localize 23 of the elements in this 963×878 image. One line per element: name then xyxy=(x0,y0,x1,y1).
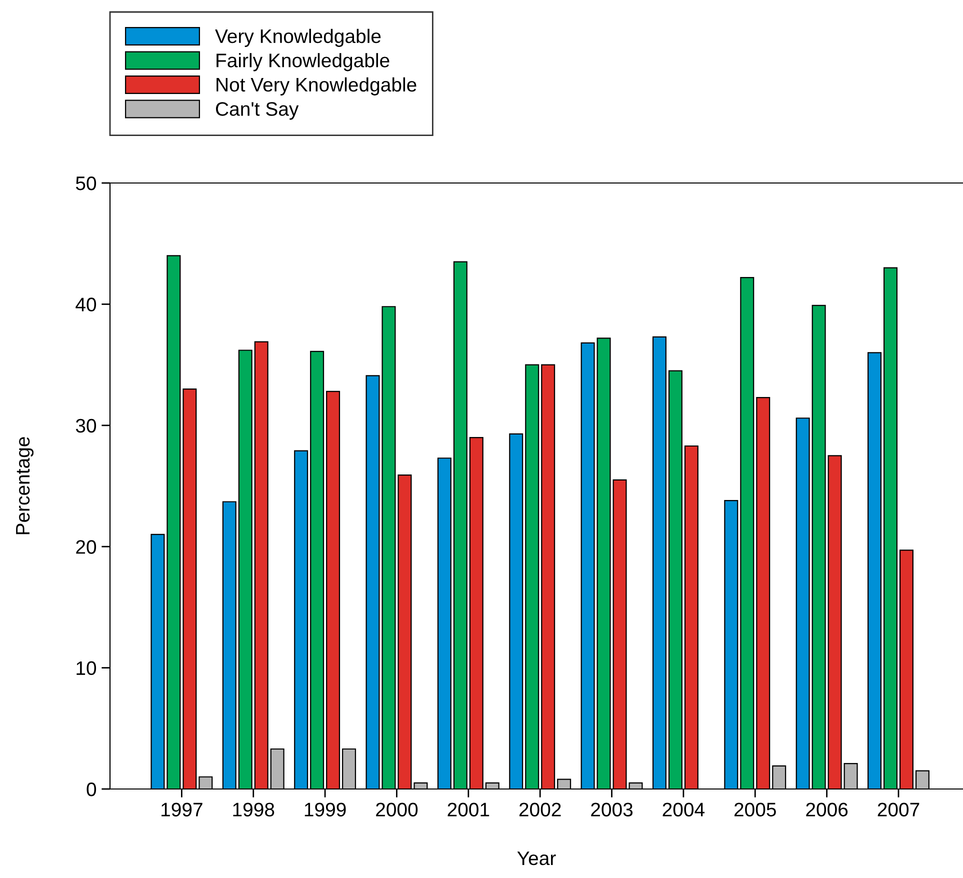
y-axis-title: Percentage xyxy=(16,437,34,534)
legend-label: Very Knowledgable xyxy=(215,28,381,47)
y-tick-label: 50 xyxy=(76,176,96,190)
x-tick-label: 2001 xyxy=(448,802,490,816)
x-tick-label: 2000 xyxy=(376,802,418,816)
x-tick-label: 2003 xyxy=(591,802,633,816)
legend-label: Can't Say xyxy=(216,102,299,120)
legend-label: Not Very Knowledgable xyxy=(216,77,416,96)
x-tick-label: 2007 xyxy=(878,802,920,816)
y-tick-label: 0 xyxy=(86,782,96,796)
x-tick-label: 2005 xyxy=(734,802,776,816)
y-tick-label: 40 xyxy=(76,298,96,312)
x-axis-title: Year xyxy=(517,852,556,866)
y-tick-label: 20 xyxy=(76,540,96,554)
x-tick-label: 1999 xyxy=(304,802,346,816)
x-tick-label: 1997 xyxy=(162,802,202,816)
x-tick-label: 1998 xyxy=(233,802,274,816)
x-tick-label: 2002 xyxy=(519,802,561,816)
x-tick-label: 2004 xyxy=(662,802,705,816)
legend-label: Fairly Knowledgable xyxy=(216,53,390,72)
x-tick-label: 2006 xyxy=(806,802,848,816)
y-tick-label: 30 xyxy=(76,418,96,433)
y-tick-label: 10 xyxy=(76,661,96,676)
